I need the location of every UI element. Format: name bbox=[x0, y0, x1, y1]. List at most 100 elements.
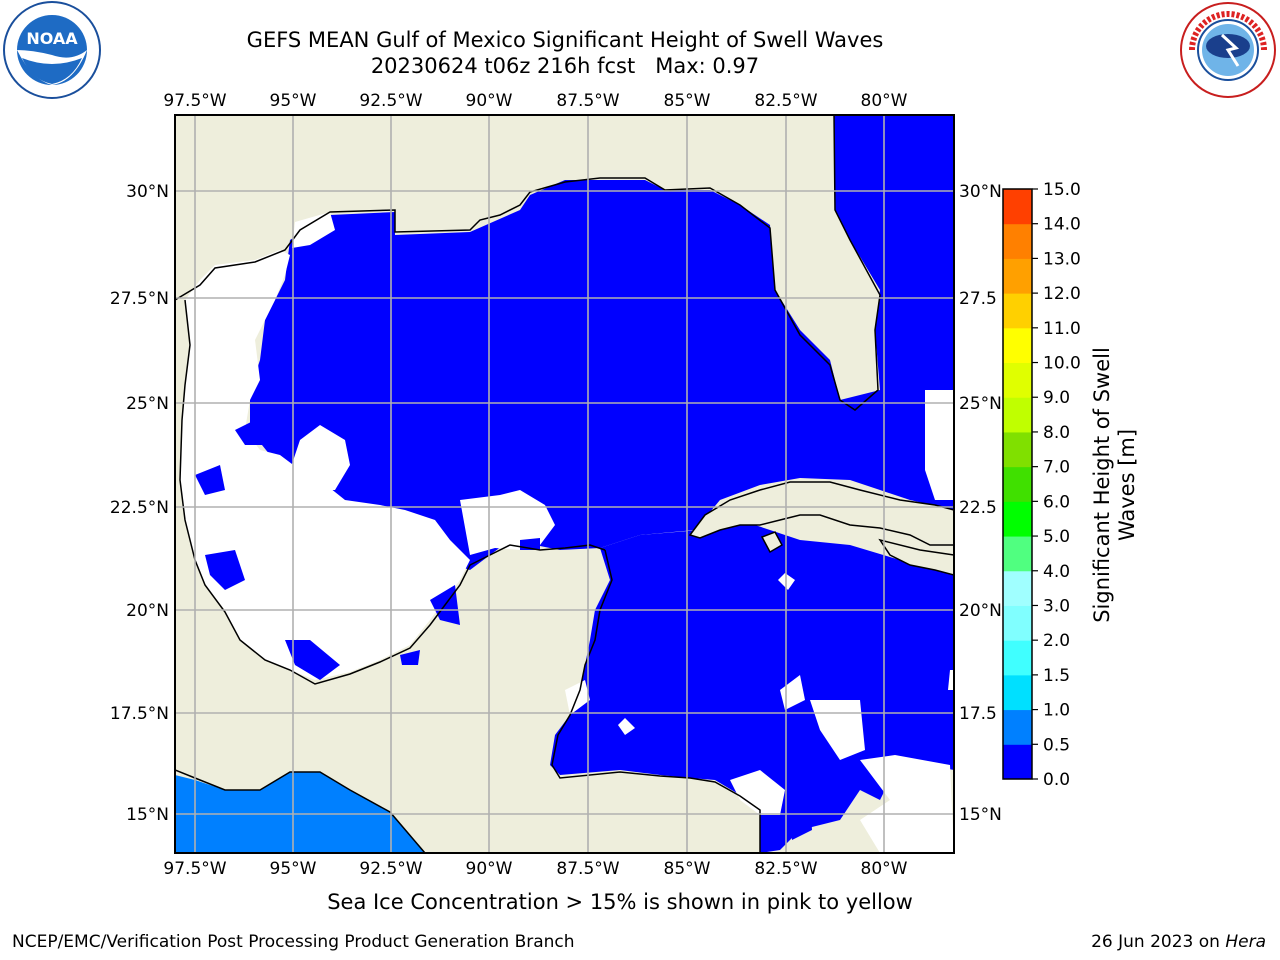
colorbar-label: Significant Height of Swell Waves [m] bbox=[1090, 347, 1140, 623]
sea-ice-note-text: Sea Ice Concentration > 15% is shown in … bbox=[327, 890, 913, 914]
lat-label-right: 30°N bbox=[959, 182, 1002, 202]
cuba-land bbox=[688, 481, 954, 546]
sea-ice-note: Sea Ice Concentration > 15% is shown in … bbox=[0, 890, 1280, 914]
lon-label-top: 95°W bbox=[270, 91, 317, 111]
lat-label-right: 27.5 bbox=[959, 289, 997, 309]
lon-label-top: 90°W bbox=[466, 91, 513, 111]
colorbar-tick-label: 11.0 bbox=[1043, 319, 1081, 339]
colorbar-band bbox=[1003, 674, 1032, 711]
colorbar-tick-label: 1.0 bbox=[1043, 701, 1070, 721]
colorbar-band bbox=[1003, 640, 1032, 676]
colorbar-tick-label: 4.0 bbox=[1043, 562, 1070, 582]
lon-label-top: 80°W bbox=[861, 91, 908, 111]
footer-credit: NCEP/EMC/Verification Post Processing Pr… bbox=[12, 932, 575, 952]
nodata-honduras-coast bbox=[730, 770, 785, 815]
lon-label-bottom: 82.5°W bbox=[754, 859, 817, 879]
lat-label-left: 15°N bbox=[126, 805, 169, 825]
colorbar-band bbox=[1003, 744, 1032, 780]
colorbar-tick-label: 0.5 bbox=[1043, 735, 1070, 755]
coastline-west bbox=[179, 299, 606, 685]
nodata-caribbean-2 bbox=[810, 700, 865, 760]
lat-label-left: 22.5°N bbox=[110, 498, 169, 518]
lon-label-top: 82.5°W bbox=[754, 91, 817, 111]
colorbar-tick-label: 12.0 bbox=[1043, 284, 1081, 304]
colorbar-band bbox=[1003, 362, 1032, 398]
nodata-texas-coast bbox=[292, 212, 335, 248]
colorbar-tick-label: 6.0 bbox=[1043, 492, 1070, 512]
colorbar-tick-label: 0.0 bbox=[1043, 770, 1070, 790]
lon-label-bottom: 90°W bbox=[466, 859, 513, 879]
blue-patch-3 bbox=[285, 640, 340, 680]
colorbar-band bbox=[1003, 536, 1032, 572]
coastline-north bbox=[175, 115, 881, 411]
lon-label-bottom: 92.5°W bbox=[359, 859, 422, 879]
colorbar: 0.0 0.5 1.0 1.5 2.0 3.0 4.0 5.0 6.0 7.0 8.0 9.0 10.0… bbox=[1002, 180, 1081, 790]
colorbar-band bbox=[1003, 709, 1032, 745]
colorbar-band bbox=[1003, 466, 1032, 502]
coastline-pacific bbox=[175, 769, 426, 853]
lat-label-right: 17.5 bbox=[959, 704, 997, 724]
lat-label-right: 20°N bbox=[959, 601, 1002, 621]
colorbar-tick-label: 13.0 bbox=[1043, 249, 1081, 269]
gulf-water bbox=[250, 115, 954, 570]
map-frame bbox=[174, 114, 955, 854]
blue-patch-2 bbox=[205, 550, 245, 590]
colorbar-ticks: 0.0 0.5 1.0 1.5 2.0 3.0 4.0 5.0 6.0 7.0 8.0 9.0 10.0… bbox=[1032, 180, 1081, 790]
footer-host: Hera bbox=[1225, 932, 1266, 952]
colorbar-band bbox=[1003, 189, 1032, 225]
lon-label-top: 87.5°W bbox=[556, 91, 619, 111]
colorbar-tick-label: 1.5 bbox=[1043, 666, 1070, 686]
coastline-yucatan bbox=[551, 549, 761, 853]
lon-label-top: 97.5°W bbox=[163, 91, 226, 111]
lat-label-right: 22.5 bbox=[959, 498, 997, 518]
nodata-western-gulf bbox=[180, 250, 470, 680]
lat-label-left: 30°N bbox=[126, 182, 169, 202]
lat-label-left: 20°N bbox=[126, 601, 169, 621]
colorbar-frame bbox=[1002, 188, 1033, 780]
footer-date-text: 26 Jun 2023 on bbox=[1091, 932, 1226, 952]
chart-subtitle: 20230624 t06z 216h fcst Max: 0.97 bbox=[370, 54, 760, 78]
colorbar-tick-label: 3.0 bbox=[1043, 596, 1070, 616]
lon-label-bottom: 85°W bbox=[664, 859, 711, 879]
caribbean-water bbox=[550, 520, 954, 853]
colorbar-band bbox=[1003, 223, 1032, 259]
lat-label-left: 25°N bbox=[126, 394, 169, 414]
colorbar-band bbox=[1003, 605, 1032, 641]
lon-label-bottom: 97.5°W bbox=[163, 859, 226, 879]
colorbar-tick-label: 8.0 bbox=[1043, 423, 1070, 443]
colorbar-label-line1: Significant Height of Swell bbox=[1090, 347, 1114, 623]
lat-label-left: 27.5°N bbox=[110, 289, 169, 309]
colorbar-band bbox=[1003, 570, 1032, 606]
blue-patch-5 bbox=[400, 650, 420, 665]
pacific-water bbox=[175, 772, 425, 853]
footer-date: 26 Jun 2023 on Hera bbox=[1091, 932, 1266, 952]
lon-label-bottom: 95°W bbox=[270, 859, 317, 879]
lat-label-right: 15°N bbox=[959, 805, 1002, 825]
nws-logo-icon bbox=[1180, 2, 1276, 98]
gridlines bbox=[175, 115, 954, 853]
nodata-caribbean-5 bbox=[618, 718, 635, 735]
isle-of-youth bbox=[760, 531, 784, 554]
colorbar-tick-label: 5.0 bbox=[1043, 527, 1070, 547]
lon-label-top: 92.5°W bbox=[359, 91, 422, 111]
colorbar-tick-label: 9.0 bbox=[1043, 388, 1070, 408]
nodata-florida-straits bbox=[925, 390, 954, 500]
lat-label-left: 17.5°N bbox=[110, 704, 169, 724]
colorbar-band bbox=[1003, 501, 1032, 537]
colorbar-tick-label: 14.0 bbox=[1043, 215, 1081, 235]
colorbar-tick-label: 10.0 bbox=[1043, 354, 1081, 374]
colorbar-band bbox=[1003, 431, 1032, 468]
nodata-mid-gulf bbox=[290, 425, 350, 490]
lon-label-top: 85°W bbox=[664, 91, 711, 111]
nodata-caribbean-4 bbox=[948, 670, 954, 690]
colorbar-tick-label: 2.0 bbox=[1043, 631, 1070, 651]
lon-label-bottom: 80°W bbox=[861, 859, 908, 879]
lat-label-right: 25°N bbox=[959, 394, 1002, 414]
colorbar-band bbox=[1003, 397, 1032, 433]
lon-label-bottom: 87.5°W bbox=[556, 859, 619, 879]
colorbar-band bbox=[1003, 258, 1032, 294]
noaa-logo-icon: NOAA bbox=[3, 1, 101, 99]
blue-patch-6 bbox=[235, 420, 270, 445]
blue-patch-8 bbox=[790, 800, 812, 840]
